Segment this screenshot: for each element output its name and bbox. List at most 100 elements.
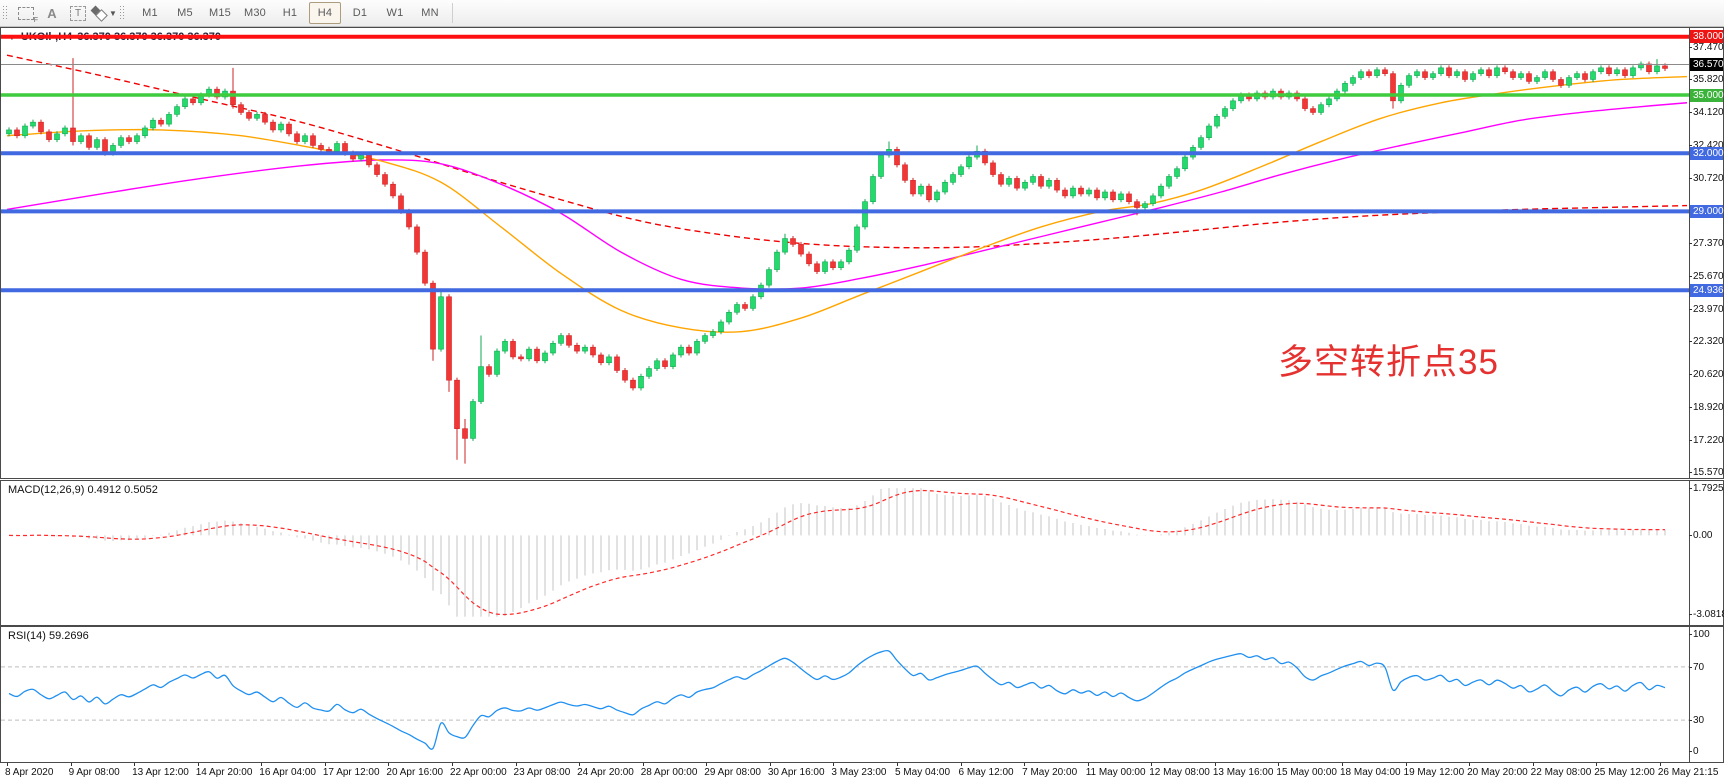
rsi-axis[interactable]: 100 70 30 0 (1688, 627, 1723, 762)
time-tick (1214, 763, 1216, 766)
timeframe-button-M1[interactable]: M1 (142, 7, 158, 19)
candle-body (510, 341, 516, 358)
price-badge: 36.570 (1690, 58, 1724, 72)
candle-body (254, 114, 260, 119)
rsi-line (8, 649, 1666, 750)
candle-body (1102, 191, 1108, 199)
candle-body (1502, 67, 1508, 73)
cursor-mode-button[interactable]: A (39, 3, 65, 23)
price-chart-plot[interactable] (1, 28, 1690, 476)
candle-body (302, 135, 308, 142)
candle-body (646, 368, 652, 377)
candle-body (1398, 84, 1404, 102)
time-tick (70, 763, 72, 766)
price-tick: 30.720 (1689, 173, 1724, 185)
candle-body (958, 166, 964, 175)
rsi-axis-tick: 0 (1689, 746, 1699, 757)
time-axis[interactable]: 8 Apr 2020 9 Apr 08:00 13 Apr 12:00 14 Apr … (0, 763, 1724, 782)
objects-button[interactable]: ▼ (90, 3, 117, 23)
candle-body (574, 344, 580, 352)
candle-body (566, 335, 572, 346)
candle-body (238, 104, 244, 113)
time-tick (1278, 763, 1280, 766)
candle-body (118, 137, 124, 146)
text-tool-button[interactable]: T (65, 3, 91, 23)
candle-body (294, 133, 300, 142)
candle-body (1454, 71, 1460, 76)
macd-plot[interactable] (1, 481, 1690, 623)
candle-body (1518, 73, 1524, 78)
price-tick: 27.370 (1689, 238, 1724, 250)
candle-body (670, 354, 676, 367)
time-tick (579, 763, 581, 766)
candle-body (86, 135, 92, 148)
candle-body (1558, 79, 1564, 86)
candle-body (326, 149, 332, 152)
candle-body (246, 112, 252, 119)
price-tick: 17.220 (1689, 434, 1724, 446)
timeframe-button-M5[interactable]: M5 (177, 7, 193, 19)
red-ma-line (6, 54, 1688, 249)
time-label: 5 May 04:00 (894, 767, 951, 778)
candle-body (894, 149, 900, 166)
candle-body (94, 139, 100, 148)
timeframe-button-H4[interactable]: H4 (309, 2, 341, 24)
rsi-label: RSI(14) 59.2696 (8, 630, 89, 642)
candle-body (446, 296, 452, 381)
timeframe-button-M30[interactable]: M30 (244, 7, 266, 19)
candle-body (542, 352, 548, 362)
candle-body (382, 174, 388, 185)
time-tick (896, 763, 898, 766)
candle-body (926, 185, 932, 201)
candle-body (358, 154, 364, 160)
candle-body (1630, 67, 1636, 76)
price-tick: 34.120 (1689, 107, 1724, 119)
timeframe-button-H1[interactable]: H1 (282, 7, 298, 19)
candle-body (1582, 73, 1588, 80)
candle-body (1134, 201, 1140, 208)
candle-body (1094, 189, 1100, 199)
price-axis[interactable]: 37.470 35.820 34.120 32.420 30.720 27.370 25.6… (1689, 28, 1724, 478)
time-label: 7 May 20:00 (1022, 767, 1078, 778)
time-tick (1341, 763, 1343, 766)
candle-body (1358, 71, 1364, 78)
candle-body (54, 133, 60, 140)
candle-body (1062, 189, 1068, 197)
candle-body (1030, 176, 1036, 183)
candle-body (606, 356, 612, 364)
macd-axis[interactable]: 1.7925 0.00 -3.0818 (1688, 481, 1724, 625)
timeframe-button-D1[interactable]: D1 (352, 7, 368, 19)
candle-body (598, 354, 604, 364)
candle-body (518, 356, 524, 360)
rsi-panel: RSI(14) 59.2696 100 70 30 0 (0, 626, 1724, 763)
candle-body (1382, 69, 1388, 74)
macd-label: MACD(12,26,9) 0.4912 0.5052 (8, 484, 158, 496)
timeframe-button-MN[interactable]: MN (421, 7, 439, 19)
time-label: 9 Apr 08:00 (68, 767, 120, 778)
candle-body (62, 127, 68, 135)
price-tick: 20.620 (1689, 368, 1724, 380)
time-label: 17 Apr 12:00 (322, 767, 380, 778)
timeframe-button-M15[interactable]: M15 (209, 7, 231, 19)
timeframe-button-W1[interactable]: W1 (386, 7, 404, 19)
toolbar-drag-handle[interactable] (2, 5, 9, 21)
candle-body (1126, 193, 1132, 203)
toolbar: A T ▼ M1 M5 M15 M30 H1 H4 D1 W1 MN (0, 0, 1724, 27)
candle-body (822, 261, 828, 272)
candle-body (286, 123, 292, 135)
candle-body (1118, 193, 1124, 201)
candle-body (950, 174, 956, 183)
rsi-plot[interactable] (1, 627, 1690, 760)
candle-body (1310, 108, 1316, 113)
candle-body (1182, 156, 1188, 170)
letter-a-icon: A (47, 5, 57, 21)
toolbar-separator (452, 3, 453, 23)
time-tick (1659, 763, 1661, 766)
candle-body (1038, 176, 1044, 187)
chart-grid-button[interactable] (13, 3, 39, 24)
toolbar-group-handle[interactable] (119, 5, 126, 21)
magenta-ma-line (6, 102, 1688, 290)
candle-body (1206, 125, 1212, 138)
candle-body (878, 154, 884, 177)
timeframe-group: M1 M5 M15 M30 H1 H4 D1 W1 MN (134, 2, 446, 24)
